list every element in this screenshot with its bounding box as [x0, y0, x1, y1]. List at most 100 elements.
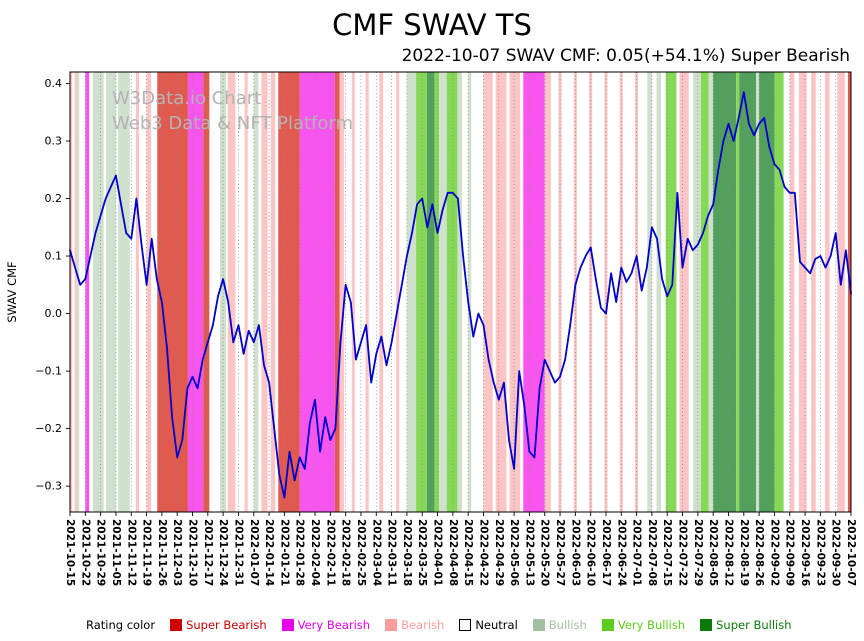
x-tick-label: 2022-09-23 — [814, 519, 826, 586]
y-tick-label: 0.1 — [45, 250, 63, 263]
rating-band-bullish — [647, 72, 652, 512]
legend-swatch-6 — [601, 619, 614, 631]
y-tick-label: −0.3 — [35, 480, 62, 493]
x-tick-label: 2022-06-03 — [569, 519, 581, 586]
rating-band-bearish — [74, 72, 77, 512]
x-tick-label: 2022-06-10 — [585, 519, 597, 586]
watermark-line2: Web3 Data & NFT Platform — [112, 113, 354, 134]
legend-item-super-bullish: Super Bullish — [700, 618, 792, 632]
x-tick-label: 2022-01-14 — [263, 519, 275, 586]
rating-band-bearish — [558, 72, 562, 512]
rating-band-bullish — [756, 72, 760, 512]
rating-band-bullish — [105, 72, 116, 512]
x-tick-label: 2022-04-08 — [447, 519, 459, 586]
rating-band-bullish — [693, 72, 701, 512]
legend-item-very-bullish: Very Bullish — [601, 618, 686, 632]
x-tick-label: 2022-04-29 — [493, 519, 505, 586]
rating-band-bearish — [837, 72, 845, 512]
x-tick-label: 2022-03-25 — [416, 519, 428, 586]
rating-band-bullish — [92, 72, 104, 512]
x-tick-label: 2022-03-18 — [401, 519, 413, 586]
legend-label-5: Bullish — [548, 618, 587, 632]
rating-band-bearish — [227, 72, 236, 512]
rating-band-bearish — [544, 72, 551, 512]
rating-band-bearish — [495, 72, 507, 512]
legend-swatch-2 — [281, 619, 294, 631]
rating-band-very_bullish — [434, 72, 440, 512]
x-tick-label: 2022-01-21 — [278, 519, 290, 586]
x-tick-label: 2022-09-09 — [784, 519, 796, 586]
rating-band-bullish — [439, 72, 447, 512]
rating-band-bearish — [604, 72, 608, 512]
x-tick-label: 2021-12-03 — [171, 519, 183, 586]
legend-label-7: Super Bullish — [716, 618, 792, 632]
x-tick-label: 2022-03-04 — [370, 519, 382, 586]
rating-band-bullish — [708, 72, 714, 512]
legend-label-2: Very Bearish — [297, 618, 371, 632]
x-tick-label: 2022-06-24 — [615, 519, 627, 586]
y-tick-label: 0.4 — [45, 77, 63, 90]
x-tick-label: 2022-08-26 — [753, 519, 765, 586]
legend-item-bearish: Bearish — [385, 618, 444, 632]
x-tick-label: 2022-02-04 — [309, 519, 321, 586]
x-tick-label: 2022-02-18 — [340, 519, 352, 586]
rating-band-very_bullish — [446, 72, 458, 512]
rating-band-bearish — [135, 72, 139, 512]
rating-band-bearish — [619, 72, 623, 512]
x-tick-label: 2021-10-29 — [95, 519, 107, 586]
x-tick-label: 2022-08-19 — [738, 519, 750, 586]
rating-band-bearish — [811, 72, 816, 512]
rating-band-bearish — [396, 72, 400, 512]
rating-band-bearish — [483, 72, 493, 512]
legend-label-6: Very Bullish — [617, 618, 686, 632]
rating-band-super_bullish — [739, 72, 757, 512]
legend-label-3: Bearish — [401, 618, 445, 632]
rating-band-bearish — [824, 72, 830, 512]
rating-band-bullish — [468, 72, 472, 512]
legend-swatch-4 — [459, 619, 472, 631]
x-tick-label: 2021-11-05 — [110, 519, 122, 586]
rating-band-bullish — [406, 72, 417, 512]
legend-label-1: Super Bearish — [186, 618, 267, 632]
rating-band-bearish — [365, 72, 369, 512]
legend-title: Rating color — [86, 618, 156, 632]
x-tick-label: 2021-10-22 — [79, 519, 91, 586]
rating-band-bearish — [351, 72, 355, 512]
rating-band-bearish — [379, 72, 384, 512]
rating-band-super_bearish — [278, 72, 300, 512]
rating-band-bearish — [789, 72, 795, 512]
x-tick-label: 2021-10-15 — [64, 519, 76, 586]
legend-item-bullish: Bullish — [532, 618, 587, 632]
x-tick-label: 2021-12-24 — [217, 519, 229, 586]
watermark-line1: W3Data.io Chart — [112, 88, 262, 109]
plot-border — [69, 71, 852, 513]
x-tick-label: 2022-08-05 — [707, 519, 719, 586]
rating-band-super_bearish — [203, 72, 210, 512]
x-tick-label: 2022-07-15 — [661, 519, 673, 586]
x-tick-label: 2021-11-26 — [156, 519, 168, 586]
rating-band-bearish — [679, 72, 689, 512]
rating-band-super_bearish — [847, 72, 851, 512]
rating-legend: Rating color Super Bearish Very Bearish Be… — [86, 618, 792, 632]
rating-band-bearish — [261, 72, 268, 512]
rating-band-bearish — [635, 72, 639, 512]
legend-item-very-bearish: Very Bearish — [281, 618, 371, 632]
x-tick-label: 2022-07-01 — [631, 519, 643, 586]
legend-item-neutral: Neutral — [459, 618, 518, 632]
chart-subtitle: 2022-10-07 SWAV CMF: 0.05(+54.1%) Super … — [401, 46, 850, 66]
rating-band-super_bullish — [713, 72, 737, 512]
legend-swatch-1 — [170, 619, 183, 631]
x-tick-label: 2022-01-07 — [248, 519, 260, 586]
rating-band-very_bullish — [774, 72, 784, 512]
x-tick-label: 2022-05-20 — [539, 519, 551, 586]
cmf-line — [69, 91, 852, 499]
legend-swatch-3 — [385, 619, 398, 631]
legend-label-4: Neutral — [475, 618, 518, 632]
rating-band-bearish — [244, 72, 248, 512]
rating-band-very_bearish — [523, 72, 545, 512]
x-tick-label: 2022-02-11 — [324, 519, 336, 586]
rating-band-very_bullish — [700, 72, 709, 512]
rating-band-bullish — [220, 72, 227, 512]
